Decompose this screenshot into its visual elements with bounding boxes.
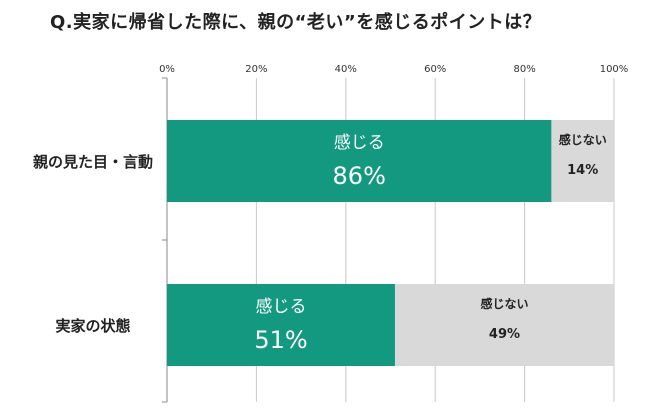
x-tick-label: 20% [245, 64, 267, 75]
x-tick-label: 100% [600, 64, 629, 75]
x-tick-label: 40% [335, 64, 357, 75]
category-label: 親の見た目・言動 [33, 153, 153, 171]
data-label-value: 49% [489, 327, 520, 342]
data-label-value: 51% [254, 326, 307, 354]
data-label-series-name: 感じる [255, 297, 306, 317]
bar-segment-kanjinai [394, 284, 614, 366]
data-label-series-name: 感じない [559, 132, 607, 147]
data-label-value: 14% [567, 163, 598, 178]
data-label-value: 86% [333, 162, 386, 190]
data-label-series-name: 感じない [480, 296, 528, 311]
x-tick-label: 60% [424, 64, 446, 75]
chart-title: Q.実家に帰省した際に、親の“老い”を感じるポイントは？ [50, 12, 542, 33]
bar-segment-kanjiru [167, 284, 395, 366]
x-tick-label: 80% [513, 64, 535, 75]
x-tick-label: 0% [159, 64, 175, 75]
data-label-series-name: 感じる [334, 133, 385, 153]
bar-segment-kanjinai [551, 120, 614, 202]
category-label: 実家の状態 [55, 317, 130, 335]
bar-segment-kanjiru [167, 120, 552, 202]
